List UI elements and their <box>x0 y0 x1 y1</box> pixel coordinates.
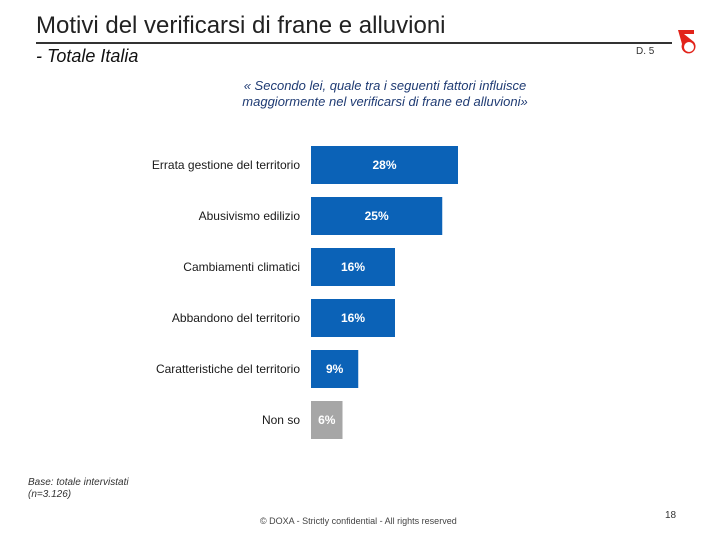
bar <box>311 248 395 286</box>
bar <box>311 197 443 235</box>
data-label: 6% <box>318 413 336 427</box>
category-label: Abusivismo edilizio <box>199 209 301 223</box>
category-label: Errata gestione del territorio <box>152 158 300 172</box>
base-line-1: Base: totale intervistati <box>28 477 129 488</box>
data-label: 28% <box>372 158 396 172</box>
category-label: Abbandono del territorio <box>172 311 300 325</box>
copyright-footer: © DOXA - Strictly confidential - All rig… <box>260 516 457 526</box>
category-label: Cambiamenti climatici <box>183 260 300 274</box>
sample-base: Base: totale intervistati (n=3.126) <box>28 477 129 501</box>
question-code: D. 5 <box>636 46 655 57</box>
title-divider <box>36 42 672 44</box>
category-label: Non so <box>262 413 300 427</box>
bar <box>311 350 359 388</box>
page-number: 18 <box>665 510 677 521</box>
question-line-2: maggiormente nel verificarsi di frane ed… <box>242 94 528 109</box>
base-line-2: (n=3.126) <box>28 489 72 500</box>
data-label: 16% <box>341 260 365 274</box>
category-label: Caratteristiche del territorio <box>156 362 300 376</box>
bar <box>311 299 395 337</box>
data-label: 9% <box>326 362 344 376</box>
data-label: 16% <box>341 311 365 325</box>
doxa-logo-icon <box>678 30 696 54</box>
question-line-1: « Secondo lei, quale tra i seguenti fatt… <box>243 78 527 93</box>
page-subtitle: - Totale Italia <box>36 46 139 66</box>
bar <box>311 146 458 184</box>
data-label: 25% <box>365 209 389 223</box>
page-title: Motivi del verificarsi di frane e alluvi… <box>36 12 446 39</box>
survey-question: « Secondo lei, quale tra i seguenti fatt… <box>150 78 620 110</box>
bar <box>311 401 343 439</box>
